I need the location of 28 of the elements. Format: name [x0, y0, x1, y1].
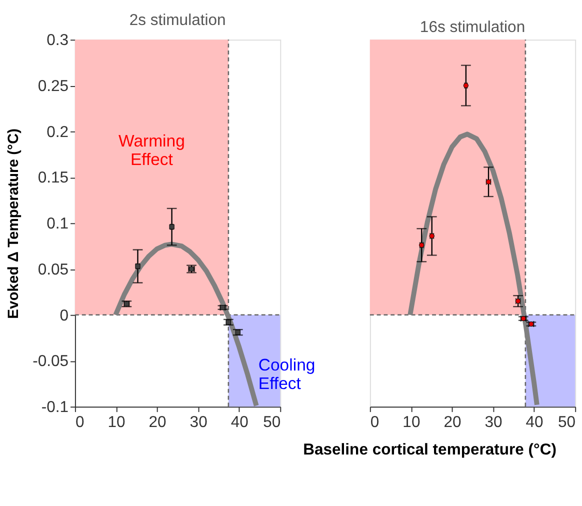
x-tick-label: 10: [108, 414, 126, 431]
x-tick-label: 0: [75, 414, 84, 431]
band-label: Warming Effect: [118, 131, 185, 170]
x-tick-label: 50: [558, 414, 576, 431]
x-tick-label: 30: [484, 414, 503, 431]
y-tick-label: 0.05: [38, 261, 69, 278]
y-tick-label: 0.2: [46, 124, 69, 141]
y-tick-label: 0: [60, 307, 69, 324]
x-tick-label: 10: [402, 414, 420, 431]
x-tick-label: 20: [444, 414, 462, 431]
y-tick-label: -0.05: [32, 353, 69, 370]
chart-title: 16s stimulation: [420, 19, 526, 36]
band-label: Cooling Effect: [258, 355, 316, 394]
y-tick-label: -0.1: [41, 399, 69, 416]
x-tick-label: 50: [263, 414, 281, 431]
x-tick-label: 0: [370, 414, 380, 431]
chart-title: 2s stimulation: [129, 12, 226, 29]
x-tick-label: 40: [526, 414, 544, 431]
x-tick-label: 20: [148, 414, 167, 431]
y-tick-label: 0.25: [38, 78, 69, 95]
x-axis-title: Baseline cortical temperature (°C): [303, 441, 556, 458]
y-tick-label: 0.15: [38, 170, 69, 187]
y-tick-label: 0.1: [46, 216, 69, 233]
line-series: [113, 242, 259, 408]
y-tick-label: 0.3: [46, 32, 69, 50]
x-tick-label: 40: [230, 414, 249, 431]
y-axis-title: Evoked Δ Temperature (°C): [6, 128, 22, 319]
x-tick-label: 30: [190, 414, 208, 431]
